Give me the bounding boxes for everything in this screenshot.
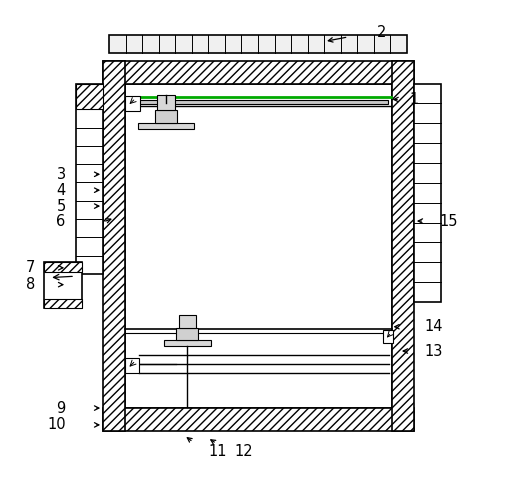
Bar bbox=[103, 61, 125, 431]
Bar bbox=[125, 357, 138, 373]
Bar bbox=[125, 84, 391, 408]
Bar bbox=[44, 299, 82, 308]
Text: 8: 8 bbox=[26, 277, 35, 292]
Bar bbox=[44, 262, 82, 308]
Text: 6: 6 bbox=[56, 214, 66, 229]
Bar bbox=[179, 315, 195, 328]
Bar bbox=[109, 35, 406, 53]
Text: 5: 5 bbox=[56, 199, 66, 214]
Text: 1: 1 bbox=[409, 92, 418, 107]
Text: 10: 10 bbox=[47, 417, 66, 432]
Bar bbox=[126, 99, 387, 104]
Bar bbox=[103, 61, 413, 84]
Bar bbox=[44, 262, 82, 272]
Bar bbox=[413, 84, 440, 302]
Bar bbox=[76, 84, 103, 274]
Bar bbox=[76, 84, 103, 109]
Bar bbox=[103, 408, 413, 431]
Bar bbox=[138, 123, 194, 130]
Text: 13: 13 bbox=[423, 343, 442, 358]
Bar bbox=[155, 110, 177, 123]
Bar bbox=[176, 328, 197, 340]
Text: 3: 3 bbox=[56, 167, 66, 182]
Bar bbox=[382, 330, 392, 343]
Text: 9: 9 bbox=[56, 401, 66, 415]
Text: 11: 11 bbox=[208, 444, 227, 459]
Bar bbox=[125, 96, 139, 111]
Text: 15: 15 bbox=[439, 214, 457, 228]
Text: 2: 2 bbox=[376, 25, 385, 39]
Bar bbox=[157, 95, 175, 110]
Text: 12: 12 bbox=[234, 444, 252, 459]
Text: 7: 7 bbox=[26, 261, 35, 275]
Text: 14: 14 bbox=[423, 319, 442, 334]
Text: 4: 4 bbox=[56, 183, 66, 198]
Bar bbox=[163, 340, 210, 346]
Bar bbox=[391, 61, 413, 431]
